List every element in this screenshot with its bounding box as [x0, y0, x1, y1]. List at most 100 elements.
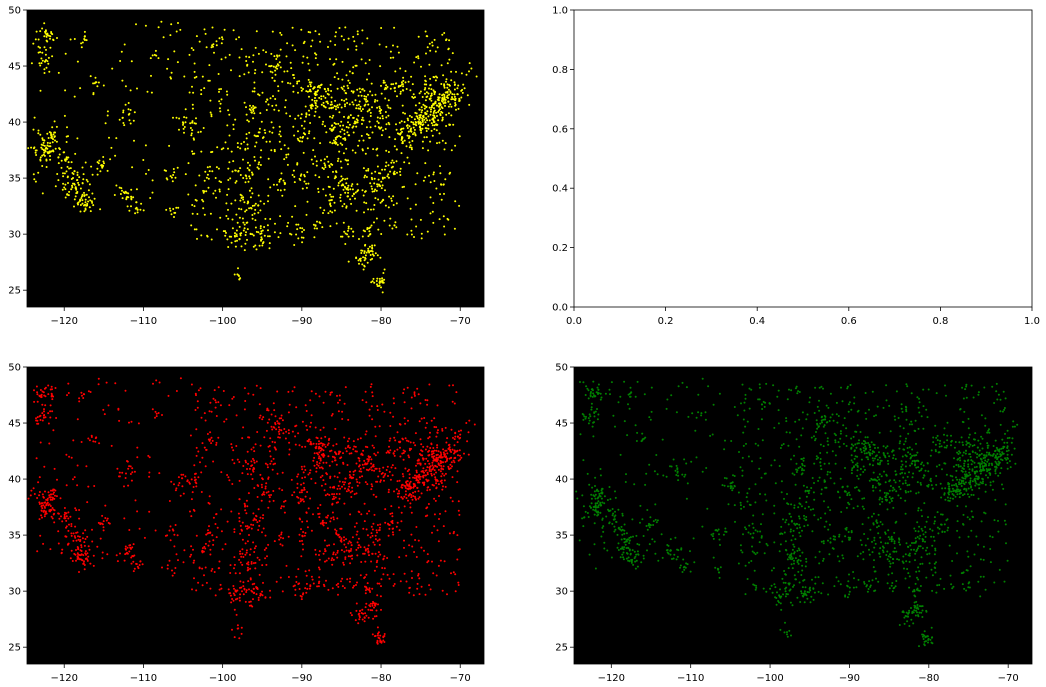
scatter-point	[431, 560, 433, 563]
scatter-point	[369, 182, 372, 185]
scatter-point	[331, 498, 334, 501]
scatter-point	[333, 493, 336, 496]
scatter-point	[333, 76, 336, 79]
scatter-point	[376, 254, 379, 257]
scatter-point	[405, 480, 408, 483]
scatter-point	[81, 202, 84, 205]
scatter-point	[66, 165, 69, 168]
scatter-point	[338, 493, 341, 495]
scatter-point	[453, 88, 456, 91]
scatter-point	[128, 421, 130, 424]
scatter-point	[420, 492, 423, 495]
scatter-point	[130, 562, 133, 565]
scatter-point	[308, 109, 310, 112]
scatter-point	[47, 56, 50, 59]
scatter-point	[415, 477, 418, 480]
scatter-point	[437, 96, 440, 99]
scatter-point	[65, 515, 68, 518]
scatter-point	[85, 553, 87, 556]
scatter-point	[967, 487, 970, 490]
scatter-point	[225, 418, 228, 421]
scatter-point	[430, 122, 433, 125]
scatter-point	[238, 216, 241, 219]
scatter-point	[183, 131, 185, 134]
scatter-point	[869, 454, 872, 457]
scatter-point	[393, 450, 396, 453]
scatter-point	[951, 493, 954, 495]
scatter-point	[329, 199, 332, 202]
scatter-point	[399, 446, 401, 449]
scatter-point	[130, 556, 133, 559]
scatter-point	[267, 200, 269, 203]
scatter-point	[388, 524, 391, 526]
scatter-point	[440, 183, 443, 186]
scatter-point	[313, 99, 316, 102]
scatter-point	[77, 535, 79, 538]
scatter-point	[331, 413, 334, 415]
scatter-point	[273, 55, 276, 58]
scatter-point	[273, 540, 276, 543]
scatter-point	[425, 507, 428, 510]
scatter-point	[388, 445, 390, 448]
scatter-point	[239, 550, 242, 553]
scatter-point	[334, 138, 337, 141]
scatter-point	[51, 33, 54, 36]
scatter-point	[49, 505, 52, 507]
scatter-point	[386, 465, 389, 468]
scatter-point	[908, 625, 911, 627]
scatter-point	[368, 587, 371, 590]
scatter-point	[313, 86, 316, 89]
scatter-point	[365, 169, 368, 172]
scatter-point	[388, 224, 391, 227]
scatter-point	[368, 604, 371, 607]
scatter-point	[419, 90, 422, 93]
scatter-point	[208, 170, 211, 173]
scatter-point	[211, 439, 214, 442]
scatter-point	[388, 439, 391, 442]
scatter-point	[419, 114, 422, 117]
scatter-point	[52, 493, 55, 496]
scatter-point	[347, 116, 350, 119]
scatter-point	[399, 84, 402, 87]
scatter-point	[254, 561, 257, 564]
scatter-point	[323, 489, 326, 492]
scatter-point	[457, 84, 460, 87]
scatter-point	[168, 500, 171, 502]
scatter-point	[357, 457, 360, 459]
scatter-point	[349, 188, 352, 191]
scatter-point	[944, 487, 947, 490]
scatter-point	[258, 131, 261, 134]
scatter-point	[362, 119, 365, 122]
scatter-point	[184, 475, 187, 478]
scatter-point	[355, 462, 358, 465]
scatter-point	[238, 599, 241, 602]
scatter-point	[369, 385, 372, 388]
scatter-point	[453, 402, 456, 405]
scatter-point	[32, 173, 35, 176]
scatter-point	[352, 470, 355, 473]
scatter-point	[247, 462, 249, 465]
scatter-point	[301, 593, 304, 596]
scatter-point	[343, 230, 346, 233]
scatter-point	[246, 221, 249, 224]
scatter-point	[418, 496, 421, 499]
scatter-point	[434, 476, 437, 479]
scatter-point	[324, 435, 327, 438]
scatter-point	[360, 110, 363, 112]
scatter-point	[358, 476, 361, 479]
scatter-point	[42, 391, 45, 394]
scatter-point	[303, 180, 306, 183]
scatter-point	[155, 379, 158, 382]
scatter-point	[193, 464, 196, 467]
scatter-point	[283, 144, 286, 147]
scatter-point	[236, 273, 239, 276]
scatter-point	[212, 397, 215, 400]
scatter-point	[251, 217, 254, 220]
scatter-point	[177, 559, 179, 562]
scatter-point	[970, 463, 973, 466]
scatter-point	[206, 173, 209, 176]
scatter-point	[997, 474, 1000, 477]
scatter-point	[355, 107, 358, 110]
y-tick-label: 25	[8, 286, 21, 297]
scatter-point	[252, 117, 255, 120]
